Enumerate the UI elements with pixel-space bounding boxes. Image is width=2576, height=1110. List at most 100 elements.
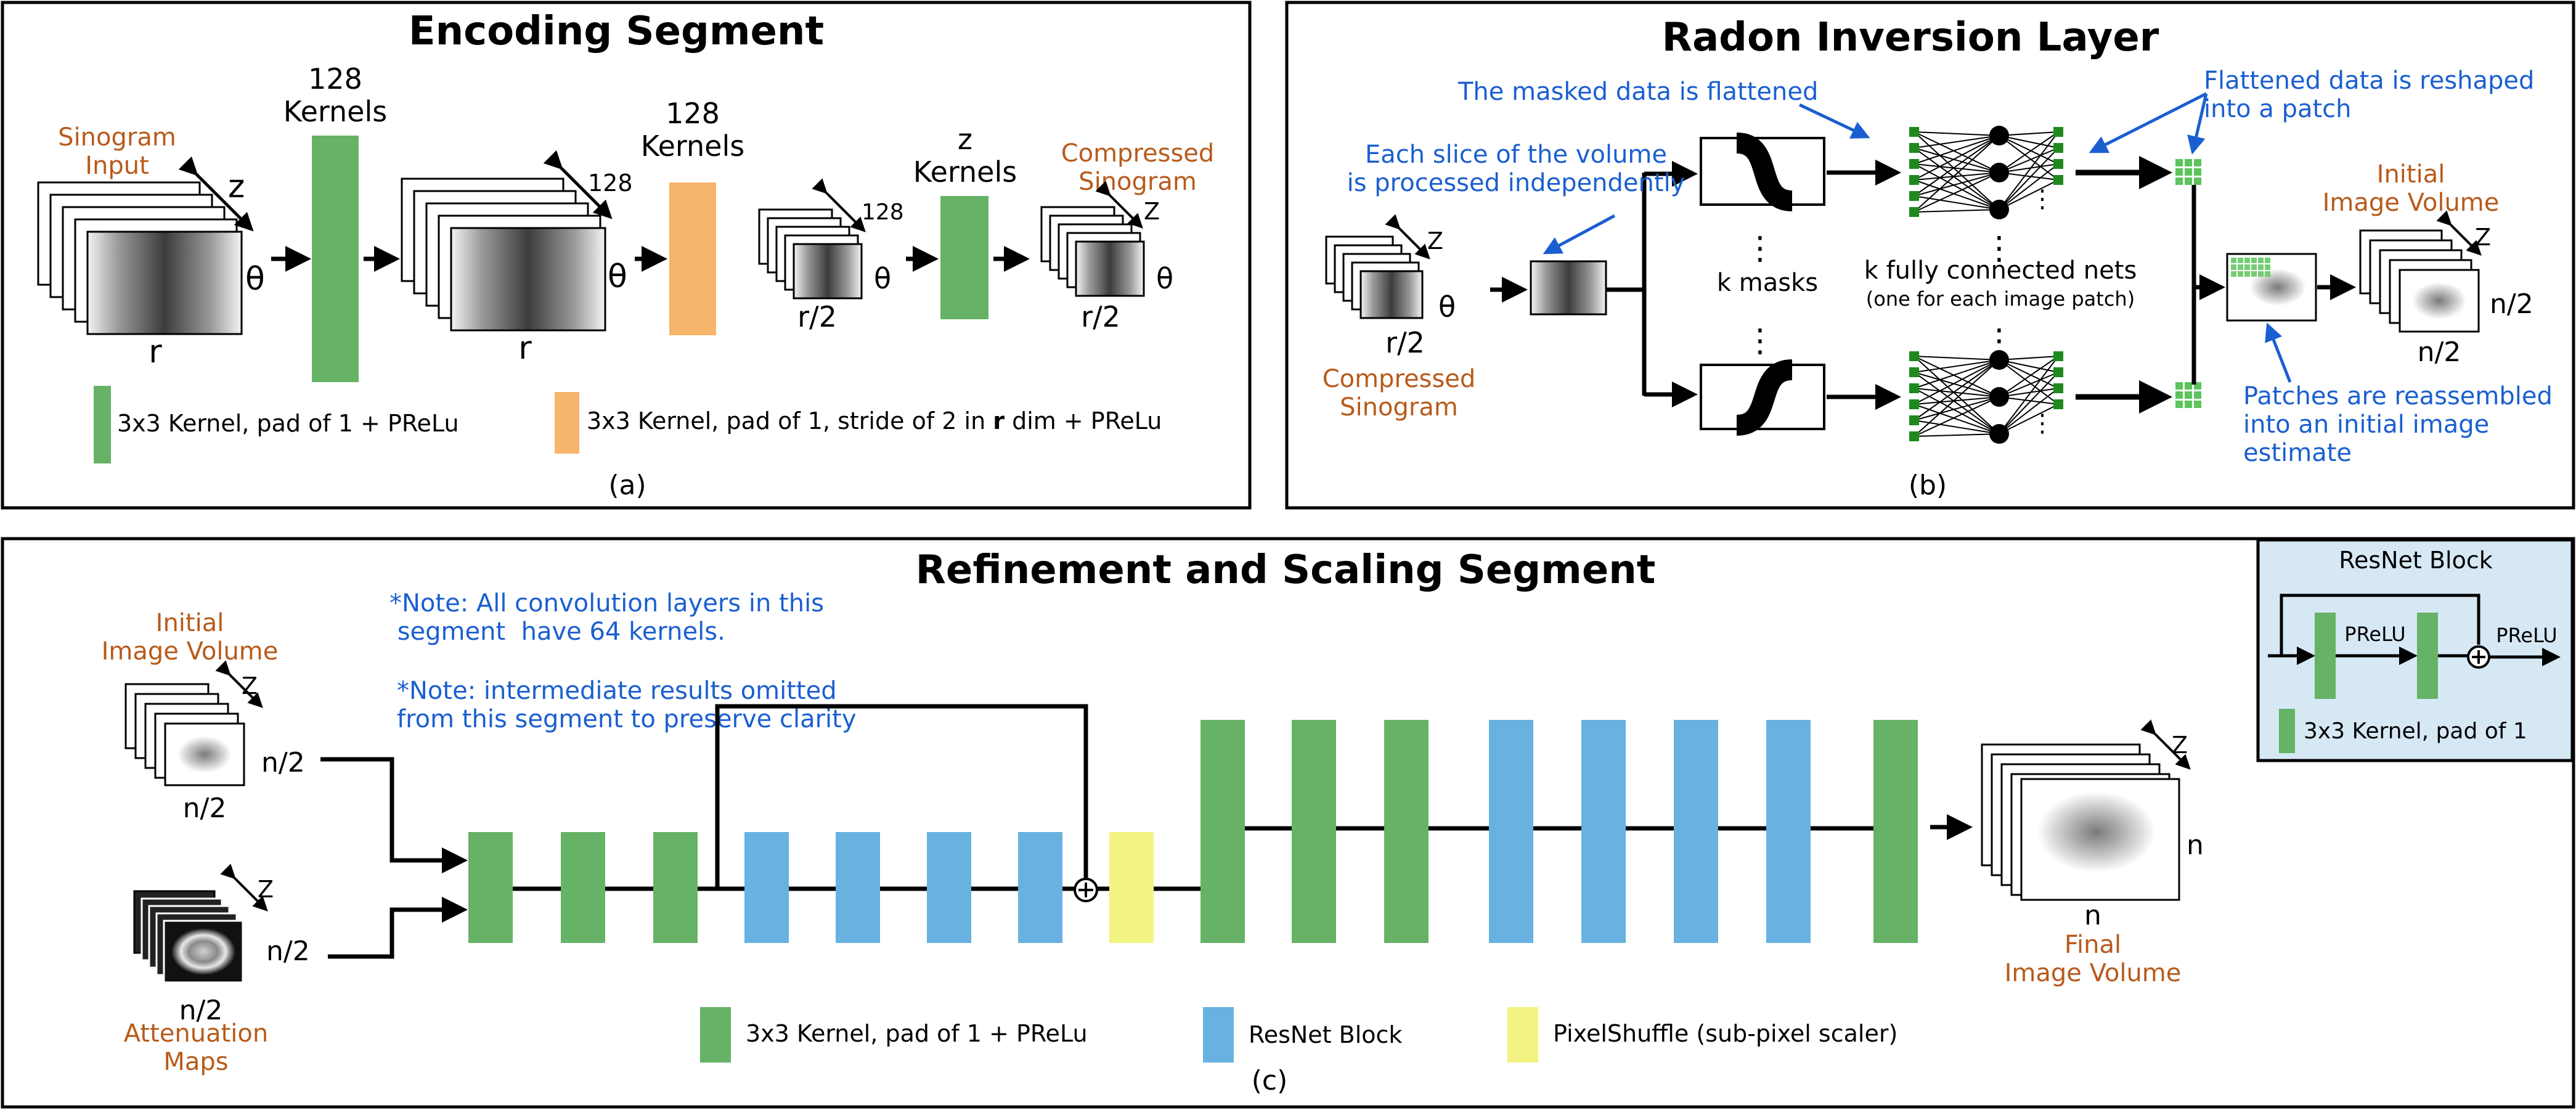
resnet-prelu-2: PReLU <box>2496 624 2557 647</box>
fc-dots-1: ⋮ <box>1983 230 2015 267</box>
refine-initial-label: Initial Image Volume <box>102 609 279 666</box>
legend-green-text-a: 3x3 Kernel, pad of 1 + PReLu <box>117 410 459 437</box>
theta-label-3: θ <box>874 262 891 295</box>
radon-out-z-label: Z <box>2475 224 2491 251</box>
skip-connection <box>715 704 1088 889</box>
svg-text:⋮: ⋮ <box>2030 409 2055 438</box>
theta-label-4: θ <box>1156 262 1173 295</box>
encoding-title: Encoding Segment <box>409 9 824 54</box>
refine-conv-1 <box>468 832 513 943</box>
fc-net-top: ⋮ <box>1909 126 2063 219</box>
caption-a: (a) <box>608 470 646 501</box>
note-flatten: The masked data is flattened <box>1457 78 1818 106</box>
fc-input-node <box>1909 175 1919 185</box>
radon-r2-label: r/2 <box>1385 326 1425 359</box>
k-masks-label: k masks <box>1717 269 1818 297</box>
attenuation-label: Attenuation Maps <box>124 1019 268 1076</box>
resnet-inset: ResNet Block PReLU PReLU 3x3 Kernel, pad… <box>2256 538 2574 762</box>
note-slice: Each slice of the volume is processed ind… <box>1347 141 1685 197</box>
enc-conv-layer-2 <box>940 196 988 319</box>
refine-resnet-7 <box>1674 720 1718 943</box>
refine-initial-z-arrow <box>215 660 263 708</box>
legend-yellow-text: PixelShuffle (sub-pixel scaler) <box>1553 1020 1897 1047</box>
sinogram-input-label: Sinogram Input <box>58 123 176 180</box>
z-axis-arrow-2 <box>1095 181 1143 229</box>
r-label-2: r <box>518 330 532 367</box>
fc-input-node <box>1909 399 1919 409</box>
note-reassemble: Patches are reassembled into an initial i… <box>2243 382 2553 467</box>
refine-initial-z-label: Z <box>242 672 258 700</box>
fc-input-node <box>1909 415 1919 425</box>
fc-output-node <box>2053 351 2063 361</box>
note-reshape: Flattened data is reshaped into a patch <box>2204 67 2534 123</box>
attenuation-stack <box>133 890 244 984</box>
mask-top <box>1700 133 1825 211</box>
resnet-conv-a <box>2315 613 2336 699</box>
patch-cell <box>2194 168 2201 176</box>
zkernels-label: z Kernels <box>913 123 1017 189</box>
fc-dots-2: ⋮ <box>1983 322 2015 359</box>
radon-out-n2-bottom: n/2 <box>2418 337 2461 368</box>
note-reshape-pointer-2 <box>2187 93 2208 155</box>
encoding-panel: Encoding Segment Sinogram Input z θ r 128… <box>1 1 1252 510</box>
refine-conv-6 <box>1384 720 1429 943</box>
fc-input-node <box>1909 207 1919 217</box>
fc-input-node <box>1909 159 1919 169</box>
legend-green-text-c: 3x3 Kernel, pad of 1 + PReLu <box>746 1020 1088 1047</box>
refine-initial-stack <box>124 683 245 786</box>
patch-cell <box>2175 178 2183 185</box>
r2-label-1: r/2 <box>797 300 837 333</box>
kernels-label-1: 128 Kernels <box>283 62 387 128</box>
note-reassemble-pointer <box>2265 322 2292 383</box>
fc-hidden-node <box>1989 200 2009 219</box>
refine-resnet-1 <box>744 832 789 943</box>
caption-b: (b) <box>1909 470 1947 501</box>
fc-input-node <box>1909 383 1919 393</box>
final-z-label: Z <box>2172 732 2188 759</box>
depth-arrow-3 <box>812 178 866 232</box>
feature-stack-r2 <box>758 208 863 300</box>
note-reshape-pointer-1 <box>2089 92 2207 153</box>
theta-label-2: θ <box>608 258 627 295</box>
mask-dots-1: ⋮ <box>1744 230 1776 267</box>
refine-conv-3 <box>653 832 698 943</box>
radon-panel-border <box>1285 1 2575 510</box>
final-label: Final Image Volume <box>2005 931 2182 987</box>
refine-initial-n2-right: n/2 <box>261 747 305 778</box>
patch-cell <box>2194 178 2201 185</box>
caption-c: (c) <box>1252 1065 1288 1096</box>
depth-label-128-1: 128 <box>588 169 633 197</box>
patch-cell <box>2185 168 2192 176</box>
refine-conv-5 <box>1292 720 1336 943</box>
patch-cell <box>2175 168 2183 176</box>
z-label-1: z <box>228 168 245 205</box>
z-axis-arrow-1 <box>178 156 254 232</box>
attenuation-n2-bottom: n/2 <box>179 995 223 1026</box>
radon-out-n2-right: n/2 <box>2490 288 2533 320</box>
patch-cell <box>2175 401 2183 408</box>
resnet-legend-swatch <box>2279 709 2295 753</box>
patch-cell <box>2175 382 2183 390</box>
patch-cell <box>2185 159 2192 166</box>
final-volume-stack <box>1981 743 2180 901</box>
fc-hidden-node <box>1989 424 2009 444</box>
fc-input-node <box>1909 351 1919 361</box>
fc-input-node <box>1909 367 1919 377</box>
final-n-bottom: n <box>2084 900 2101 931</box>
theta-label-1: θ <box>245 261 265 298</box>
enc-conv-layer-1 <box>312 136 359 382</box>
encoding-panel-border <box>1 1 1252 510</box>
patch-cell <box>2194 401 2201 408</box>
refine-conv-4 <box>1200 720 1245 943</box>
patch-cell <box>2185 178 2192 185</box>
resnet-conv-b <box>2417 613 2438 699</box>
refine-note-1: *Note: All convolution layers in this se… <box>389 589 824 646</box>
radon-z-label: Z <box>1427 227 1443 255</box>
patch-cell <box>2194 391 2201 399</box>
refine-resnet-8 <box>1766 720 1811 943</box>
patch-bottom <box>2175 382 2201 408</box>
fc-hidden-node <box>1989 126 2009 145</box>
radon-out-z-arrow <box>2436 210 2482 256</box>
depth-arrow-2 <box>543 150 613 219</box>
